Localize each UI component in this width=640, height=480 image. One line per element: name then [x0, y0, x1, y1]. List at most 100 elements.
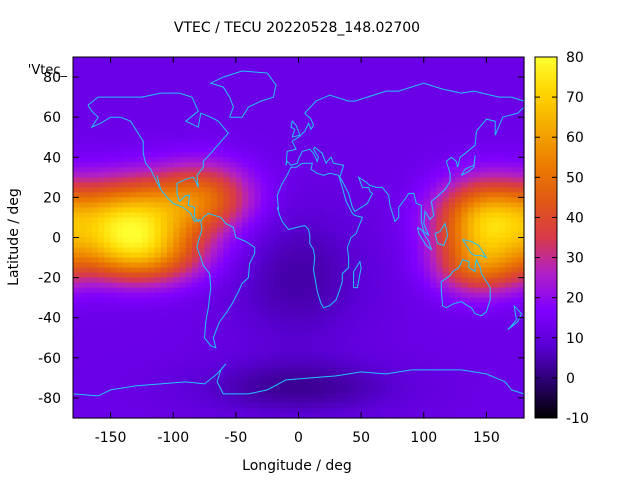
heatmap-cell [217, 297, 224, 304]
heatmap-cell [367, 337, 375, 344]
heatmap-cell [417, 92, 425, 98]
heatmap-cell [336, 267, 343, 274]
heatmap-cell [248, 97, 256, 103]
heatmap-cell [455, 67, 462, 73]
heatmap-cell [379, 102, 387, 108]
heatmap-cell [517, 72, 525, 78]
heatmap-cell [511, 242, 519, 249]
heatmap-cell [229, 297, 237, 304]
heatmap-cell [185, 292, 193, 299]
heatmap-cell [498, 227, 506, 234]
heatmap-cell [104, 352, 112, 359]
heatmap-cell [455, 142, 462, 148]
heatmap-cell [404, 117, 412, 123]
heatmap-cell [348, 67, 356, 73]
heatmap-cell [91, 227, 99, 234]
heatmap-cell [486, 167, 494, 173]
heatmap-cell [498, 252, 506, 259]
heatmap-cell [179, 197, 187, 203]
heatmap-cell [279, 62, 287, 68]
heatmap-cell [498, 142, 506, 148]
heatmap-cell [430, 302, 437, 309]
heatmap-cell [85, 272, 93, 279]
heatmap-cell [480, 332, 488, 339]
heatmap-cell [361, 287, 368, 294]
heatmap-cell [123, 67, 130, 73]
heatmap-cell [317, 362, 325, 369]
heatmap-cell [223, 242, 231, 249]
heatmap-cell [455, 302, 462, 309]
heatmap-cell [166, 72, 174, 78]
heatmap-cell [361, 172, 368, 178]
heatmap-cell [298, 257, 306, 264]
heatmap-cell [430, 97, 437, 103]
heatmap-cell [154, 72, 162, 78]
heatmap-cell [166, 127, 174, 133]
heatmap-cell [398, 102, 406, 108]
heatmap-cell [173, 152, 181, 158]
heatmap-cell [467, 207, 475, 214]
heatmap-cell [455, 102, 462, 108]
heatmap-cell [498, 197, 506, 203]
heatmap-cell [348, 287, 356, 294]
heatmap-cell [154, 332, 162, 339]
heatmap-cell [417, 72, 425, 78]
heatmap-cell [198, 57, 206, 63]
heatmap-cell [473, 237, 481, 244]
heatmap-cell [110, 402, 118, 409]
heatmap-cell [517, 292, 525, 299]
heatmap-cell [279, 167, 287, 173]
heatmap-cell [185, 402, 193, 409]
heatmap-cell [386, 112, 394, 118]
heatmap-cell [104, 327, 112, 334]
heatmap-cell [379, 392, 387, 399]
heatmap-cell [392, 317, 400, 324]
heatmap-cell [135, 222, 143, 229]
heatmap-cell [85, 117, 93, 123]
heatmap-cell [511, 177, 519, 183]
heatmap-cell [304, 92, 312, 98]
heatmap-cell [79, 362, 87, 369]
heatmap-cell [467, 67, 475, 73]
heatmap-cell [417, 392, 425, 399]
heatmap-cell [404, 202, 412, 209]
heatmap-cell [298, 382, 306, 389]
heatmap-cell [229, 107, 237, 113]
heatmap-cell [436, 72, 444, 78]
heatmap-cell [116, 342, 124, 349]
heatmap-cell [455, 177, 462, 183]
heatmap-cell [285, 132, 293, 138]
heatmap-cell [423, 57, 431, 63]
heatmap-cell [367, 292, 375, 299]
heatmap-cell [417, 317, 425, 324]
heatmap-cell [154, 377, 162, 384]
heatmap-cell [223, 172, 231, 178]
heatmap-cell [229, 347, 237, 354]
heatmap-cell [260, 217, 268, 224]
heatmap-cell [486, 387, 494, 394]
heatmap-cell [298, 247, 306, 254]
heatmap-cell [98, 242, 105, 249]
heatmap-cell [260, 227, 268, 234]
heatmap-cell [129, 197, 137, 203]
heatmap-cell [467, 322, 475, 329]
heatmap-cell [210, 57, 218, 63]
heatmap-cell [367, 62, 375, 68]
heatmap-cell [461, 262, 469, 269]
heatmap-cell [292, 352, 300, 359]
heatmap-cell [354, 142, 362, 148]
heatmap-cell [285, 312, 293, 319]
heatmap-cell [505, 142, 513, 148]
heatmap-cell [361, 117, 368, 123]
heatmap-cell [323, 192, 331, 198]
heatmap-cell [217, 132, 224, 138]
heatmap-cell [311, 132, 318, 138]
heatmap-cell [116, 372, 124, 379]
heatmap-cell [173, 127, 181, 133]
heatmap-cell [417, 257, 425, 264]
heatmap-cell [123, 177, 130, 183]
heatmap-cell [179, 397, 187, 404]
heatmap-cell [323, 272, 331, 279]
heatmap-cell [448, 202, 456, 209]
